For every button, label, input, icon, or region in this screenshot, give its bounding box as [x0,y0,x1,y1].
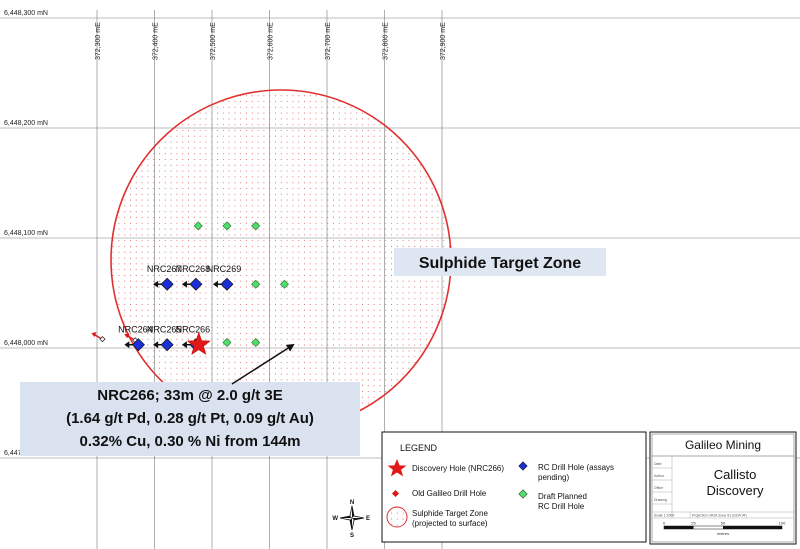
legend: LEGEND Discovery Hole (NRC266) Old Galil… [381,431,647,543]
legend-rc-hole-icon [518,461,528,471]
title-field-office: Office [654,486,663,490]
legend-old-hole-label: Old Galileo Drill Hole [412,489,487,498]
project-name-2: Discovery [706,483,764,498]
rc-hole-marker [160,277,174,291]
easting-label: 372,700 mE [325,22,332,60]
title-field-date: Date [654,462,661,466]
callout-line-2: (1.64 g/t Pd, 0.28 g/t Pt, 0.09 g/t Au) [66,410,314,427]
east-label: E [366,516,370,522]
rc-hole-label: NRC265 [147,325,182,335]
northing-label: 6,448,300 mN [4,10,48,17]
title-field-author: Author [654,474,665,478]
north-arrow: N S E W [332,500,370,539]
planned-hole [251,279,261,289]
title-field-scale: Scale 1:2000 [654,514,674,518]
northing-label: 6,448,000 mN [4,340,48,347]
rc-hole-marker [189,277,203,291]
legend-rc-hole-label-1: RC Drill Hole (assays [538,463,614,472]
scale-tick-label: 50 [721,521,726,526]
company-name: Galileo Mining [685,438,761,452]
callout-bg [20,382,360,456]
rc-hole-marker [160,338,174,352]
rc-hole-label: NRC268 [176,264,211,274]
planned-hole [251,338,261,347]
callout-arrow [231,343,295,385]
legend-zone-label-2: (projected to surface) [412,519,488,528]
title-block: Galileo Mining Date Author Office Drawin… [649,431,797,545]
easting-label: 372,800 mE [383,22,390,60]
discovery-star-icon [186,331,211,355]
northing-label: 6,448,100 mN [4,230,48,237]
easting-label: 372,400 mE [153,22,160,60]
rc-hole-dip-arrow [181,341,187,349]
legend-zone-icon [386,506,408,528]
planned-hole [251,221,261,231]
rc-hole-dip-arrow [153,341,159,349]
rc-hole-marker [131,338,145,352]
planned-hole [193,221,203,231]
scale-tick-label: 100 [779,521,786,526]
legend-title: LEGEND [400,443,438,453]
easting-label: 372,500 mE [210,22,217,60]
legend-planned-hole-icon [518,489,528,499]
sulphide-zone-label-bg [394,248,606,276]
easting-label: 372,300 mE [95,22,102,60]
old-hole-arrow [124,333,130,339]
title-block-outer [649,431,797,545]
west-label: W [332,516,338,522]
title-field-drawing: Drawing [654,498,667,502]
scale-tick-label: 25 [691,521,696,526]
rc-hole-label: NRC264 [118,325,153,335]
rc-hole-dip-arrow [124,341,130,349]
scale-bar: 0 25 50 100 metres [663,521,786,537]
scale-tick-label: 0 [663,521,666,526]
legend-zone-label-1: Sulphide Target Zone [412,509,488,518]
callout-line-3: 0.32% Cu, 0.30 % Ni from 144m [80,433,301,450]
legend-discovery-icon [387,459,407,477]
assay-callout: NRC266; 33m @ 2.0 g/t 3E (1.64 g/t Pd, 0… [20,343,360,456]
rc-hole-dip-arrow [153,280,159,288]
rc-hole-label: NRC266 [176,325,211,335]
south-label: S [350,533,354,539]
rc-hole-dip-arrow [181,280,187,288]
discovery-hole-marker [186,331,211,355]
title-field-projection: Projection: MGA Zone 51 (GDA 94) [692,514,747,518]
easting-label: 372,600 mE [268,22,275,60]
title-block-inner [651,433,795,543]
callout-line-1: NRC266; 33m @ 2.0 g/t 3E [97,387,283,404]
easting-label: 372,900 mE [440,22,447,60]
sulphide-target-zone: Sulphide Target Zone [110,89,606,431]
sulphide-zone-label: Sulphide Target Zone [419,255,581,272]
grid-labels: 372,300 mE 372,400 mE 372,500 mE 372,600 mE… [4,10,447,457]
project-name-1: Callisto [714,467,757,482]
rc-hole-label: NRC269 [207,264,242,274]
old-hole-collar [99,336,106,343]
legend-box [381,431,647,543]
planned-hole [222,338,232,347]
planned-hole [222,221,232,231]
legend-planned-label-2: RC Drill Hole [538,502,585,511]
rc-hole-label: NRC267 [147,264,182,274]
legend-discovery-label: Discovery Hole (NRC266) [412,464,504,473]
legend-rc-hole-label-2: pending) [538,473,569,482]
planned-hole [279,279,289,289]
scale-unit-label: metres [717,531,729,536]
rc-hole-dip-arrow [212,280,218,288]
legend-planned-label-1: Draft Planned [538,492,587,501]
old-hole-arrow [91,332,97,338]
legend-old-hole-icon [391,489,400,498]
rc-hole-marker [220,277,234,291]
north-label: N [350,500,354,506]
northing-label: 6,448,200 mN [4,120,48,127]
